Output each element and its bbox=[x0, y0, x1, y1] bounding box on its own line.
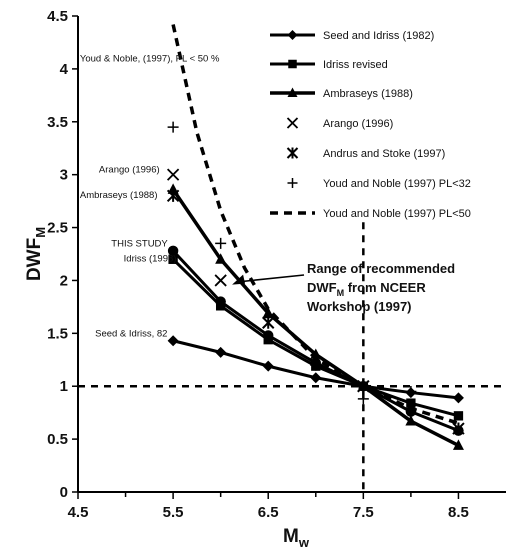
star-marker bbox=[452, 422, 465, 435]
legend-item: Idriss revised bbox=[270, 59, 388, 71]
series-6-line bbox=[171, 24, 459, 425]
square-marker bbox=[288, 59, 297, 69]
annotations: Youd & Noble, (1997), PL < 50 % Arango (1… bbox=[80, 53, 455, 339]
y-axis-title-sub: M bbox=[33, 227, 48, 238]
plus-marker bbox=[262, 311, 274, 323]
x-tick-label: 5.5 bbox=[163, 504, 184, 521]
series-6 bbox=[171, 24, 459, 425]
square-marker bbox=[453, 411, 464, 421]
range-note-arrow bbox=[239, 274, 305, 283]
legend-item: Youd and Noble (1997) PL<32 bbox=[287, 178, 471, 190]
triangle-marker bbox=[167, 183, 179, 194]
y-tick-label: 2 bbox=[60, 272, 68, 289]
legend-label: Youd and Noble (1997) PL<32 bbox=[323, 178, 471, 190]
triangle-marker bbox=[287, 87, 298, 97]
legend-item: Youd and Noble (1997) PL<50 bbox=[270, 208, 471, 220]
axes: 0 0.5 1 1.5 2 2.5 3 3.5 4 4.5 4.5 5.5 6.5 7.5 8.5 Mw DWF… bbox=[24, 8, 506, 550]
plus-marker bbox=[287, 178, 298, 188]
range-note-line: Range of recommended bbox=[307, 261, 455, 276]
x-marker bbox=[166, 168, 180, 181]
legend-label: Youd and Noble (1997) PL<50 bbox=[323, 208, 471, 220]
x-marker bbox=[214, 274, 227, 287]
legend: Seed and Idriss (1982) Idriss revised Ambr… bbox=[270, 30, 471, 220]
legend-label: Ambraseys (1988) bbox=[323, 88, 413, 100]
x-axis-title-main: M bbox=[283, 526, 299, 547]
diamond-marker bbox=[310, 372, 322, 384]
range-note-line: Workshop (1997) bbox=[307, 299, 412, 314]
y-tick-label: 4 bbox=[60, 61, 69, 78]
series-layer bbox=[166, 24, 465, 450]
y-tick-label: 1 bbox=[60, 378, 68, 395]
triangle-marker bbox=[215, 253, 227, 264]
reference-lines bbox=[78, 222, 506, 492]
star-marker bbox=[166, 189, 180, 203]
square-marker bbox=[215, 301, 226, 311]
x-tick-label: 6.5 bbox=[258, 504, 279, 521]
plus-marker bbox=[310, 359, 322, 371]
diamond-marker bbox=[262, 360, 274, 372]
x-tick-label: 4.5 bbox=[68, 504, 89, 521]
legend-label: Seed and Idriss (1982) bbox=[323, 30, 434, 42]
annotation-idriss: Idriss (1998) bbox=[124, 253, 177, 264]
x-tick-label: 8.5 bbox=[448, 504, 469, 521]
diamond-marker bbox=[215, 346, 227, 358]
y-tick-label: 2.5 bbox=[47, 220, 68, 237]
legend-item: Arango (1996) bbox=[286, 117, 393, 130]
square-marker bbox=[406, 398, 416, 408]
range-note-text: DWF bbox=[307, 280, 337, 295]
range-note-sub: M bbox=[337, 288, 345, 298]
annotation-youd-noble: Youd & Noble, (1997), PL < 50 % bbox=[80, 53, 220, 64]
range-note-line: DWFM from NCEER bbox=[307, 280, 426, 298]
y-tick-label: 3.5 bbox=[47, 114, 68, 131]
diamond-marker bbox=[452, 392, 464, 404]
range-note-text: from NCEER bbox=[344, 280, 426, 295]
square-marker bbox=[168, 254, 178, 264]
legend-item: Seed and Idriss (1982) bbox=[270, 30, 434, 42]
annotation-ambraseys: Ambraseys (1988) bbox=[80, 190, 158, 201]
y-tick-label: 0 bbox=[60, 484, 68, 501]
annotation-seed-idriss: Seed & Idriss, 82 bbox=[95, 329, 167, 340]
legend-item: Andrus and Stoke (1997) bbox=[286, 147, 445, 160]
circle-marker bbox=[167, 245, 179, 257]
annotation-arango: Arango (1996) bbox=[99, 165, 160, 176]
plus-marker bbox=[215, 237, 227, 249]
x-marker bbox=[286, 117, 299, 129]
x-axis-title-sub: w bbox=[298, 535, 310, 550]
series-3 bbox=[166, 168, 370, 393]
legend-label: Idriss revised bbox=[323, 59, 388, 71]
legend-item: Ambraseys (1988) bbox=[270, 87, 413, 100]
series-2 bbox=[167, 183, 464, 450]
y-tick-label: 4.5 bbox=[47, 8, 68, 25]
plus-marker bbox=[357, 393, 369, 405]
y-tick-label: 3 bbox=[60, 167, 68, 184]
y-tick-label: 1.5 bbox=[47, 325, 68, 342]
triangle-marker bbox=[405, 415, 417, 426]
plus-marker bbox=[405, 386, 417, 398]
triangle-marker bbox=[452, 439, 464, 450]
square-marker bbox=[263, 335, 273, 345]
diamond-marker bbox=[167, 335, 179, 347]
x-tick-label: 7.5 bbox=[353, 504, 374, 521]
star-marker bbox=[286, 147, 299, 159]
y-axis-title: DWFM bbox=[24, 227, 48, 281]
diamond-marker bbox=[287, 30, 298, 40]
y-tick-label: 0.5 bbox=[47, 431, 68, 448]
y-axis-title-main: DWF bbox=[24, 238, 45, 281]
plus-marker bbox=[167, 121, 179, 133]
range-note-arrowhead bbox=[232, 274, 246, 285]
series-5 bbox=[167, 121, 417, 405]
x-axis-title: Mw bbox=[283, 526, 310, 550]
legend-label: Arango (1996) bbox=[323, 118, 393, 130]
legend-label: Andrus and Stoke (1997) bbox=[323, 148, 445, 160]
series-2-line bbox=[171, 188, 460, 448]
annotation-this-study: THIS STUDY bbox=[111, 239, 168, 250]
